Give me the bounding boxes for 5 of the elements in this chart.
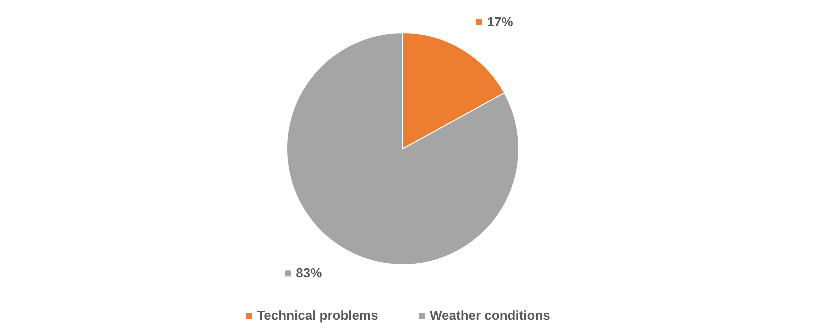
data-label: 17% bbox=[487, 14, 514, 30]
pie-slice bbox=[286, 32, 520, 266]
legend-label: Weather conditions bbox=[430, 308, 550, 323]
legend-label: Technical problems bbox=[257, 308, 378, 323]
data-label: 83% bbox=[296, 266, 323, 281]
